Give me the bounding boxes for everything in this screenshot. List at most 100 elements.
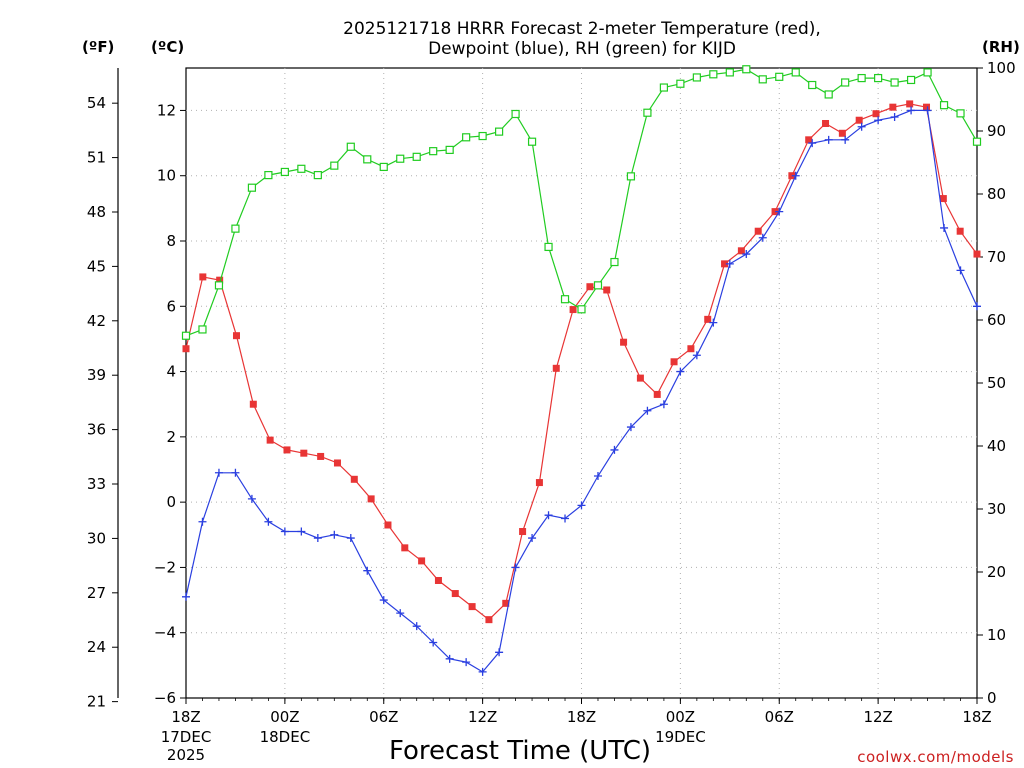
fahrenheit-tick-label: 27 xyxy=(87,584,106,602)
time-tick-label: 18Z xyxy=(171,708,200,726)
time-tick-label: 12Z xyxy=(468,708,497,726)
temperature-point xyxy=(249,400,257,408)
rh-point xyxy=(626,172,636,181)
dewpoint-point xyxy=(874,116,883,125)
temperature-point xyxy=(502,599,510,607)
rh-point xyxy=(709,70,718,79)
rh-point xyxy=(297,164,306,173)
dewpoint-point xyxy=(214,468,223,477)
temperature-point xyxy=(182,345,190,353)
temperature-point xyxy=(620,338,628,346)
fahrenheit-tick-label: 21 xyxy=(87,693,106,711)
rh-point xyxy=(874,73,883,83)
rh-point xyxy=(396,154,405,163)
rh-point xyxy=(857,73,866,83)
rh-point xyxy=(264,171,273,180)
dewpoint-point xyxy=(264,517,273,526)
rh-point xyxy=(478,131,487,141)
date-label: 18DEC xyxy=(260,728,311,746)
celsius-tick-label: 0 xyxy=(166,493,176,511)
temperature-point xyxy=(872,110,880,118)
rh-point xyxy=(742,65,751,74)
dewpoint-point xyxy=(758,233,767,242)
rh-tick-label: 70 xyxy=(987,248,1006,266)
rh-point xyxy=(429,147,438,156)
rh-line xyxy=(185,68,978,337)
dewpoint-point xyxy=(462,658,471,667)
rh-point xyxy=(346,142,355,151)
rh-tick-label: 80 xyxy=(987,185,1006,203)
rh-point xyxy=(445,145,454,154)
rh-point xyxy=(956,109,965,118)
temperature-point xyxy=(586,283,594,291)
rh-point xyxy=(659,83,668,92)
rh-tick-label: 10 xyxy=(987,626,1006,644)
fahrenheit-tick-label: 39 xyxy=(87,366,106,384)
temperature-point xyxy=(569,306,577,314)
rh-point xyxy=(214,281,224,290)
celsius-tick-label: 10 xyxy=(157,167,176,185)
temperature-point xyxy=(704,315,712,323)
dewpoint-point xyxy=(808,139,817,148)
dewpoint-point xyxy=(544,511,553,520)
rh-point xyxy=(198,325,207,334)
dewpoint-point xyxy=(182,592,190,601)
grid-layer xyxy=(186,68,977,698)
rh-point xyxy=(593,281,603,290)
temperature-point xyxy=(283,446,291,454)
rh-unit-label: (RH) xyxy=(982,38,1020,56)
temperature-point xyxy=(603,286,611,294)
rh-tick-label: 100 xyxy=(987,59,1016,77)
dewpoint-point xyxy=(643,406,652,415)
temperature-point xyxy=(434,576,442,584)
time-tick-label: 18Z xyxy=(962,708,991,726)
dewpoint-point xyxy=(280,527,289,536)
rh-point xyxy=(544,242,553,252)
dewpoint-point xyxy=(956,266,965,275)
fahrenheit-tick-label: 48 xyxy=(87,203,106,221)
rh-point xyxy=(577,305,586,314)
dewpoint-point xyxy=(692,351,701,360)
temperature-point xyxy=(552,364,560,372)
source-watermark: coolwx.com/models xyxy=(857,748,1014,766)
rh-point xyxy=(231,224,240,233)
temperature-point xyxy=(822,119,830,127)
time-tick-label: 06Z xyxy=(765,708,794,726)
rh-point xyxy=(643,108,652,117)
dewpoint-point xyxy=(593,472,602,481)
rh-point xyxy=(808,80,817,90)
dewpoint-point xyxy=(379,596,388,605)
rh-point xyxy=(247,183,257,192)
temperature-point xyxy=(468,603,476,611)
temperature-line xyxy=(185,103,978,621)
rh-point xyxy=(527,137,537,146)
temperature-point xyxy=(535,479,543,487)
celsius-tick-label: 6 xyxy=(166,297,176,315)
temperature-series xyxy=(182,100,981,624)
temperature-point xyxy=(333,459,341,467)
fahrenheit-tick-label: 33 xyxy=(87,475,106,493)
temperature-point xyxy=(889,103,897,111)
x-axis-label: Forecast Time (UTC) xyxy=(389,736,651,766)
temperature-point xyxy=(401,544,409,552)
rh-point xyxy=(610,257,619,267)
dewpoint-point xyxy=(742,250,751,259)
dewpoint-point xyxy=(346,534,355,543)
temperature-point xyxy=(216,276,224,284)
rh-point xyxy=(841,78,850,87)
dewpoint-point xyxy=(511,563,520,572)
dewpoint-line xyxy=(185,109,978,673)
temperature-point xyxy=(418,557,426,565)
temperature-point xyxy=(232,332,240,340)
dewpoint-series xyxy=(182,106,981,676)
temperature-point xyxy=(771,208,779,216)
rh-point xyxy=(363,155,372,164)
temperature-point xyxy=(670,358,678,366)
date-label: 17DEC xyxy=(161,728,212,746)
dewpoint-point xyxy=(659,400,668,409)
time-tick-label: 18Z xyxy=(567,708,596,726)
temperature-point xyxy=(367,495,375,503)
dewpoint-point xyxy=(528,534,537,543)
fahrenheit-tick-label: 45 xyxy=(87,257,106,275)
